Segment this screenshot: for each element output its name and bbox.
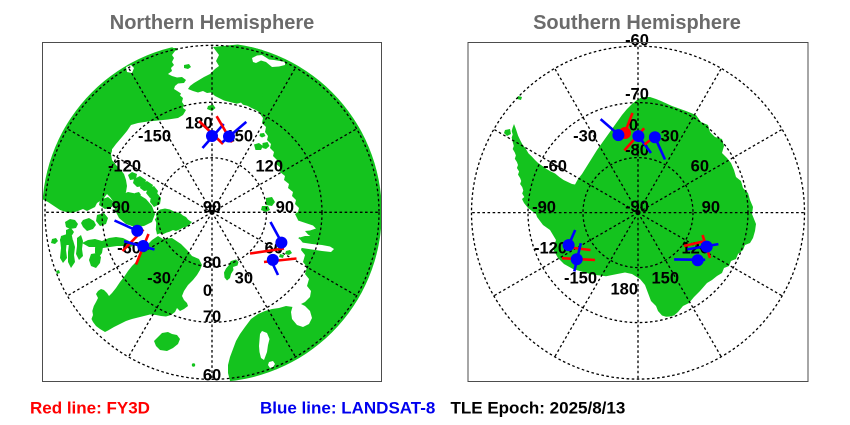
svg-text:80: 80 bbox=[203, 254, 221, 272]
svg-text:60: 60 bbox=[203, 366, 221, 384]
svg-text:Blue line: LANDSAT-8: Blue line: LANDSAT-8 bbox=[260, 399, 435, 418]
svg-text:-90: -90 bbox=[625, 198, 649, 216]
svg-text:90: 90 bbox=[203, 199, 221, 217]
svg-text:70: 70 bbox=[203, 308, 221, 326]
svg-text:Red line: FY3D: Red line: FY3D bbox=[30, 399, 150, 418]
svg-text:90: 90 bbox=[276, 198, 294, 216]
svg-text:30: 30 bbox=[235, 269, 253, 287]
svg-text:TLE Epoch: 2025/8/13: TLE Epoch: 2025/8/13 bbox=[451, 399, 626, 418]
svg-text:-60: -60 bbox=[625, 32, 649, 50]
svg-text:0: 0 bbox=[203, 282, 212, 300]
svg-text:-30: -30 bbox=[147, 269, 171, 287]
svg-text:-150: -150 bbox=[138, 127, 171, 145]
svg-text:-90: -90 bbox=[106, 198, 130, 216]
svg-text:-90: -90 bbox=[532, 199, 556, 217]
svg-text:-70: -70 bbox=[625, 86, 649, 104]
svg-text:180: 180 bbox=[610, 281, 638, 299]
svg-text:Northern Hemisphere: Northern Hemisphere bbox=[110, 12, 315, 34]
svg-text:-30: -30 bbox=[573, 128, 597, 146]
svg-text:-120: -120 bbox=[534, 240, 567, 258]
svg-text:0: 0 bbox=[629, 117, 638, 135]
svg-text:30: 30 bbox=[661, 128, 679, 146]
svg-text:-80: -80 bbox=[625, 141, 649, 159]
svg-text:-150: -150 bbox=[564, 270, 597, 288]
svg-text:120: 120 bbox=[255, 157, 283, 175]
svg-text:-60: -60 bbox=[543, 158, 567, 176]
svg-text:60: 60 bbox=[691, 158, 709, 176]
svg-text:90: 90 bbox=[702, 199, 720, 217]
svg-text:150: 150 bbox=[651, 270, 679, 288]
svg-text:-120: -120 bbox=[108, 157, 141, 175]
svg-text:Southern Hemisphere: Southern Hemisphere bbox=[533, 12, 741, 34]
